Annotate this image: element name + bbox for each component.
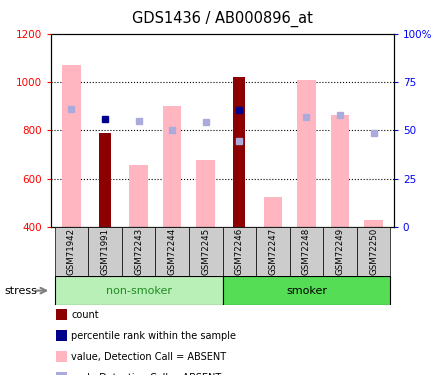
Text: count: count [71, 310, 99, 320]
Text: GSM72250: GSM72250 [369, 228, 378, 275]
Bar [62, 65, 81, 227]
Bar [256, 227, 290, 276]
Text: GSM72244: GSM72244 [168, 228, 177, 275]
Bar [234, 77, 245, 227]
Bar [222, 276, 390, 305]
Text: GSM71991: GSM71991 [101, 228, 109, 275]
Text: GSM72243: GSM72243 [134, 228, 143, 275]
Text: GSM71942: GSM71942 [67, 228, 76, 275]
Bar [297, 80, 316, 227]
Bar [122, 227, 155, 276]
Bar [290, 227, 323, 276]
Bar [155, 227, 189, 276]
Bar [99, 133, 111, 227]
Text: stress: stress [4, 286, 37, 296]
Bar [55, 227, 88, 276]
Bar [196, 160, 215, 227]
Bar [129, 165, 148, 227]
Text: GDS1436 / AB000896_at: GDS1436 / AB000896_at [132, 11, 313, 27]
Text: value, Detection Call = ABSENT: value, Detection Call = ABSENT [71, 352, 227, 362]
Text: GSM72245: GSM72245 [201, 228, 210, 275]
Bar [357, 227, 390, 276]
Bar [323, 227, 357, 276]
Bar [331, 115, 349, 227]
Bar [88, 227, 122, 276]
Bar [263, 197, 282, 227]
Text: non-smoker: non-smoker [105, 286, 171, 296]
Text: GSM72247: GSM72247 [268, 228, 277, 275]
Bar [55, 276, 222, 305]
Bar [189, 227, 222, 276]
Bar [222, 227, 256, 276]
Text: smoker: smoker [286, 286, 327, 296]
Bar [163, 106, 182, 227]
Text: GSM72249: GSM72249 [336, 228, 344, 275]
Text: rank, Detection Call = ABSENT: rank, Detection Call = ABSENT [71, 373, 222, 375]
Bar [364, 220, 383, 227]
Text: GSM72246: GSM72246 [235, 228, 244, 275]
Text: percentile rank within the sample: percentile rank within the sample [71, 331, 236, 341]
Text: GSM72248: GSM72248 [302, 228, 311, 275]
